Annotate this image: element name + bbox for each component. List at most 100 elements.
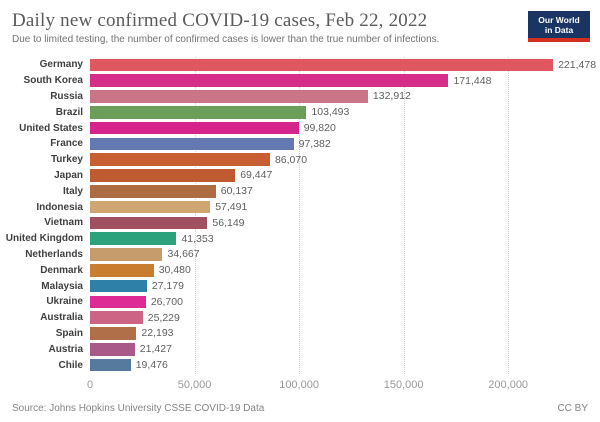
value-label-australia: 25,229 <box>147 311 180 324</box>
bar-chile[interactable] <box>90 358 131 372</box>
category-label-germany: Germany <box>39 59 83 71</box>
bar-row-chile: Chile 19,476 <box>0 357 600 373</box>
bar-track-united-states: 99,820 <box>90 120 600 136</box>
bar-row-austria: Austria 21,427 <box>0 341 600 357</box>
owid-logo-line1: Our World <box>538 14 580 25</box>
bar-track-germany: 221,478 <box>90 57 600 73</box>
bar-brazil[interactable] <box>90 105 307 119</box>
bar-row-spain: Spain 22,193 <box>0 326 600 342</box>
bar-row-russia: Russia 132,912 <box>0 89 600 105</box>
bar-germany[interactable] <box>90 58 554 72</box>
category-label-japan: Japan <box>54 169 83 181</box>
chart-footer: Source: Johns Hopkins University CSSE CO… <box>12 403 588 414</box>
value-label-vietnam: 56,149 <box>212 216 245 229</box>
bar-track-indonesia: 57,491 <box>90 199 600 215</box>
bar-track-italy: 60,137 <box>90 183 600 199</box>
license-link[interactable]: CC BY <box>557 403 588 414</box>
bar-track-united-kingdom: 41,353 <box>90 231 600 247</box>
bar-italy[interactable] <box>90 184 216 198</box>
bar-track-malaysia: 27,179 <box>90 278 600 294</box>
bar-netherlands[interactable] <box>90 248 163 261</box>
bar-track-turkey: 86,070 <box>90 152 600 168</box>
value-label-indonesia: 57,491 <box>215 201 248 214</box>
category-label-chile: Chile <box>58 359 83 371</box>
bar-row-denmark: Denmark 30,480 <box>0 262 600 278</box>
bar-track-spain: 22,193 <box>90 326 600 342</box>
bar-row-netherlands: Netherlands 34,667 <box>0 247 600 263</box>
category-label-australia: Australia <box>40 312 83 324</box>
value-label-malaysia: 27,179 <box>151 280 184 293</box>
category-label-vietnam: Vietnam <box>44 217 83 229</box>
value-label-austria: 21,427 <box>139 343 172 356</box>
bar-indonesia[interactable] <box>90 200 211 214</box>
bar-row-united-states: United States 99,820 <box>0 120 600 136</box>
x-tick-50000: 50,000 <box>177 379 212 391</box>
category-label-indonesia: Indonesia <box>36 201 83 213</box>
bar-row-australia: Australia 25,229 <box>0 310 600 326</box>
bar-track-australia: 25,229 <box>90 310 600 326</box>
bar-track-south-korea: 171,448 <box>90 73 600 89</box>
value-label-united-states: 99,820 <box>303 122 336 135</box>
bar-row-italy: Italy 60,137 <box>0 183 600 199</box>
bar-austria[interactable] <box>90 342 135 356</box>
category-label-malaysia: Malaysia <box>41 280 83 292</box>
bar-row-united-kingdom: United Kingdom 41,353 <box>0 231 600 247</box>
category-label-brazil: Brazil <box>55 106 83 118</box>
bar-south-korea[interactable] <box>90 74 449 87</box>
bar-track-ukraine: 26,700 <box>90 294 600 310</box>
bar-vietnam[interactable] <box>90 216 208 230</box>
bar-row-france: France 97,382 <box>0 136 600 152</box>
bar-spain[interactable] <box>90 327 137 340</box>
bar-track-russia: 132,912 <box>90 89 600 105</box>
value-label-japan: 69,447 <box>240 169 273 182</box>
bar-track-japan: 69,447 <box>90 168 600 184</box>
category-label-denmark: Denmark <box>40 264 83 276</box>
bar-ukraine[interactable] <box>90 295 146 309</box>
bar-united-states[interactable] <box>90 121 299 135</box>
bar-row-brazil: Brazil 103,493 <box>0 104 600 120</box>
bar-france[interactable] <box>90 137 294 151</box>
bar-track-netherlands: 34,667 <box>90 247 600 263</box>
category-label-south-korea: South Korea <box>23 75 83 87</box>
x-axis: 0 50,000 100,000 150,000 200,000 <box>0 379 600 393</box>
category-label-netherlands: Netherlands <box>25 248 83 260</box>
bar-australia[interactable] <box>90 311 143 324</box>
owid-logo[interactable]: Our World in Data <box>528 11 590 42</box>
bar-turkey[interactable] <box>90 153 270 166</box>
value-label-russia: 132,912 <box>372 90 411 103</box>
x-tick-0: 0 <box>86 379 94 391</box>
bar-row-ukraine: Ukraine 26,700 <box>0 294 600 310</box>
x-tick-200000: 200,000 <box>488 379 529 391</box>
bar-malaysia[interactable] <box>90 279 147 293</box>
value-label-netherlands: 34,667 <box>167 248 200 261</box>
bar-track-chile: 19,476 <box>90 357 600 373</box>
gridline <box>299 57 301 374</box>
bar-track-vietnam: 56,149 <box>90 215 600 231</box>
bar-row-germany: Germany 221,478 <box>0 57 600 73</box>
bar-track-denmark: 30,480 <box>90 262 600 278</box>
category-label-spain: Spain <box>55 327 83 339</box>
bar-russia[interactable] <box>90 90 368 103</box>
category-label-united-states: United States <box>19 122 83 134</box>
chart-area: Germany 221,478 South Korea 171,448 Russia 13… <box>0 57 600 375</box>
category-label-russia: Russia <box>50 90 83 102</box>
bar-row-japan: Japan 69,447 <box>0 168 600 184</box>
bar-denmark[interactable] <box>90 263 154 277</box>
value-label-ukraine: 26,700 <box>150 295 183 308</box>
bar-track-brazil: 103,493 <box>90 104 600 120</box>
category-label-france: France <box>50 138 83 150</box>
gridlines <box>90 57 596 374</box>
value-label-chile: 19,476 <box>135 359 168 372</box>
x-tick-150000: 150,000 <box>383 379 424 391</box>
category-label-austria: Austria <box>48 343 83 355</box>
value-label-denmark: 30,480 <box>158 264 191 277</box>
bar-japan[interactable] <box>90 169 236 182</box>
bar-rows: Germany 221,478 South Korea 171,448 Russia 13… <box>0 57 600 373</box>
value-label-united-kingdom: 41,353 <box>181 232 214 245</box>
value-label-germany: 221,478 <box>558 58 597 71</box>
owid-logo-line2: in Data <box>544 24 574 35</box>
bar-track-france: 97,382 <box>90 136 600 152</box>
bar-united-kingdom[interactable] <box>90 232 177 245</box>
value-label-france: 97,382 <box>298 137 331 150</box>
